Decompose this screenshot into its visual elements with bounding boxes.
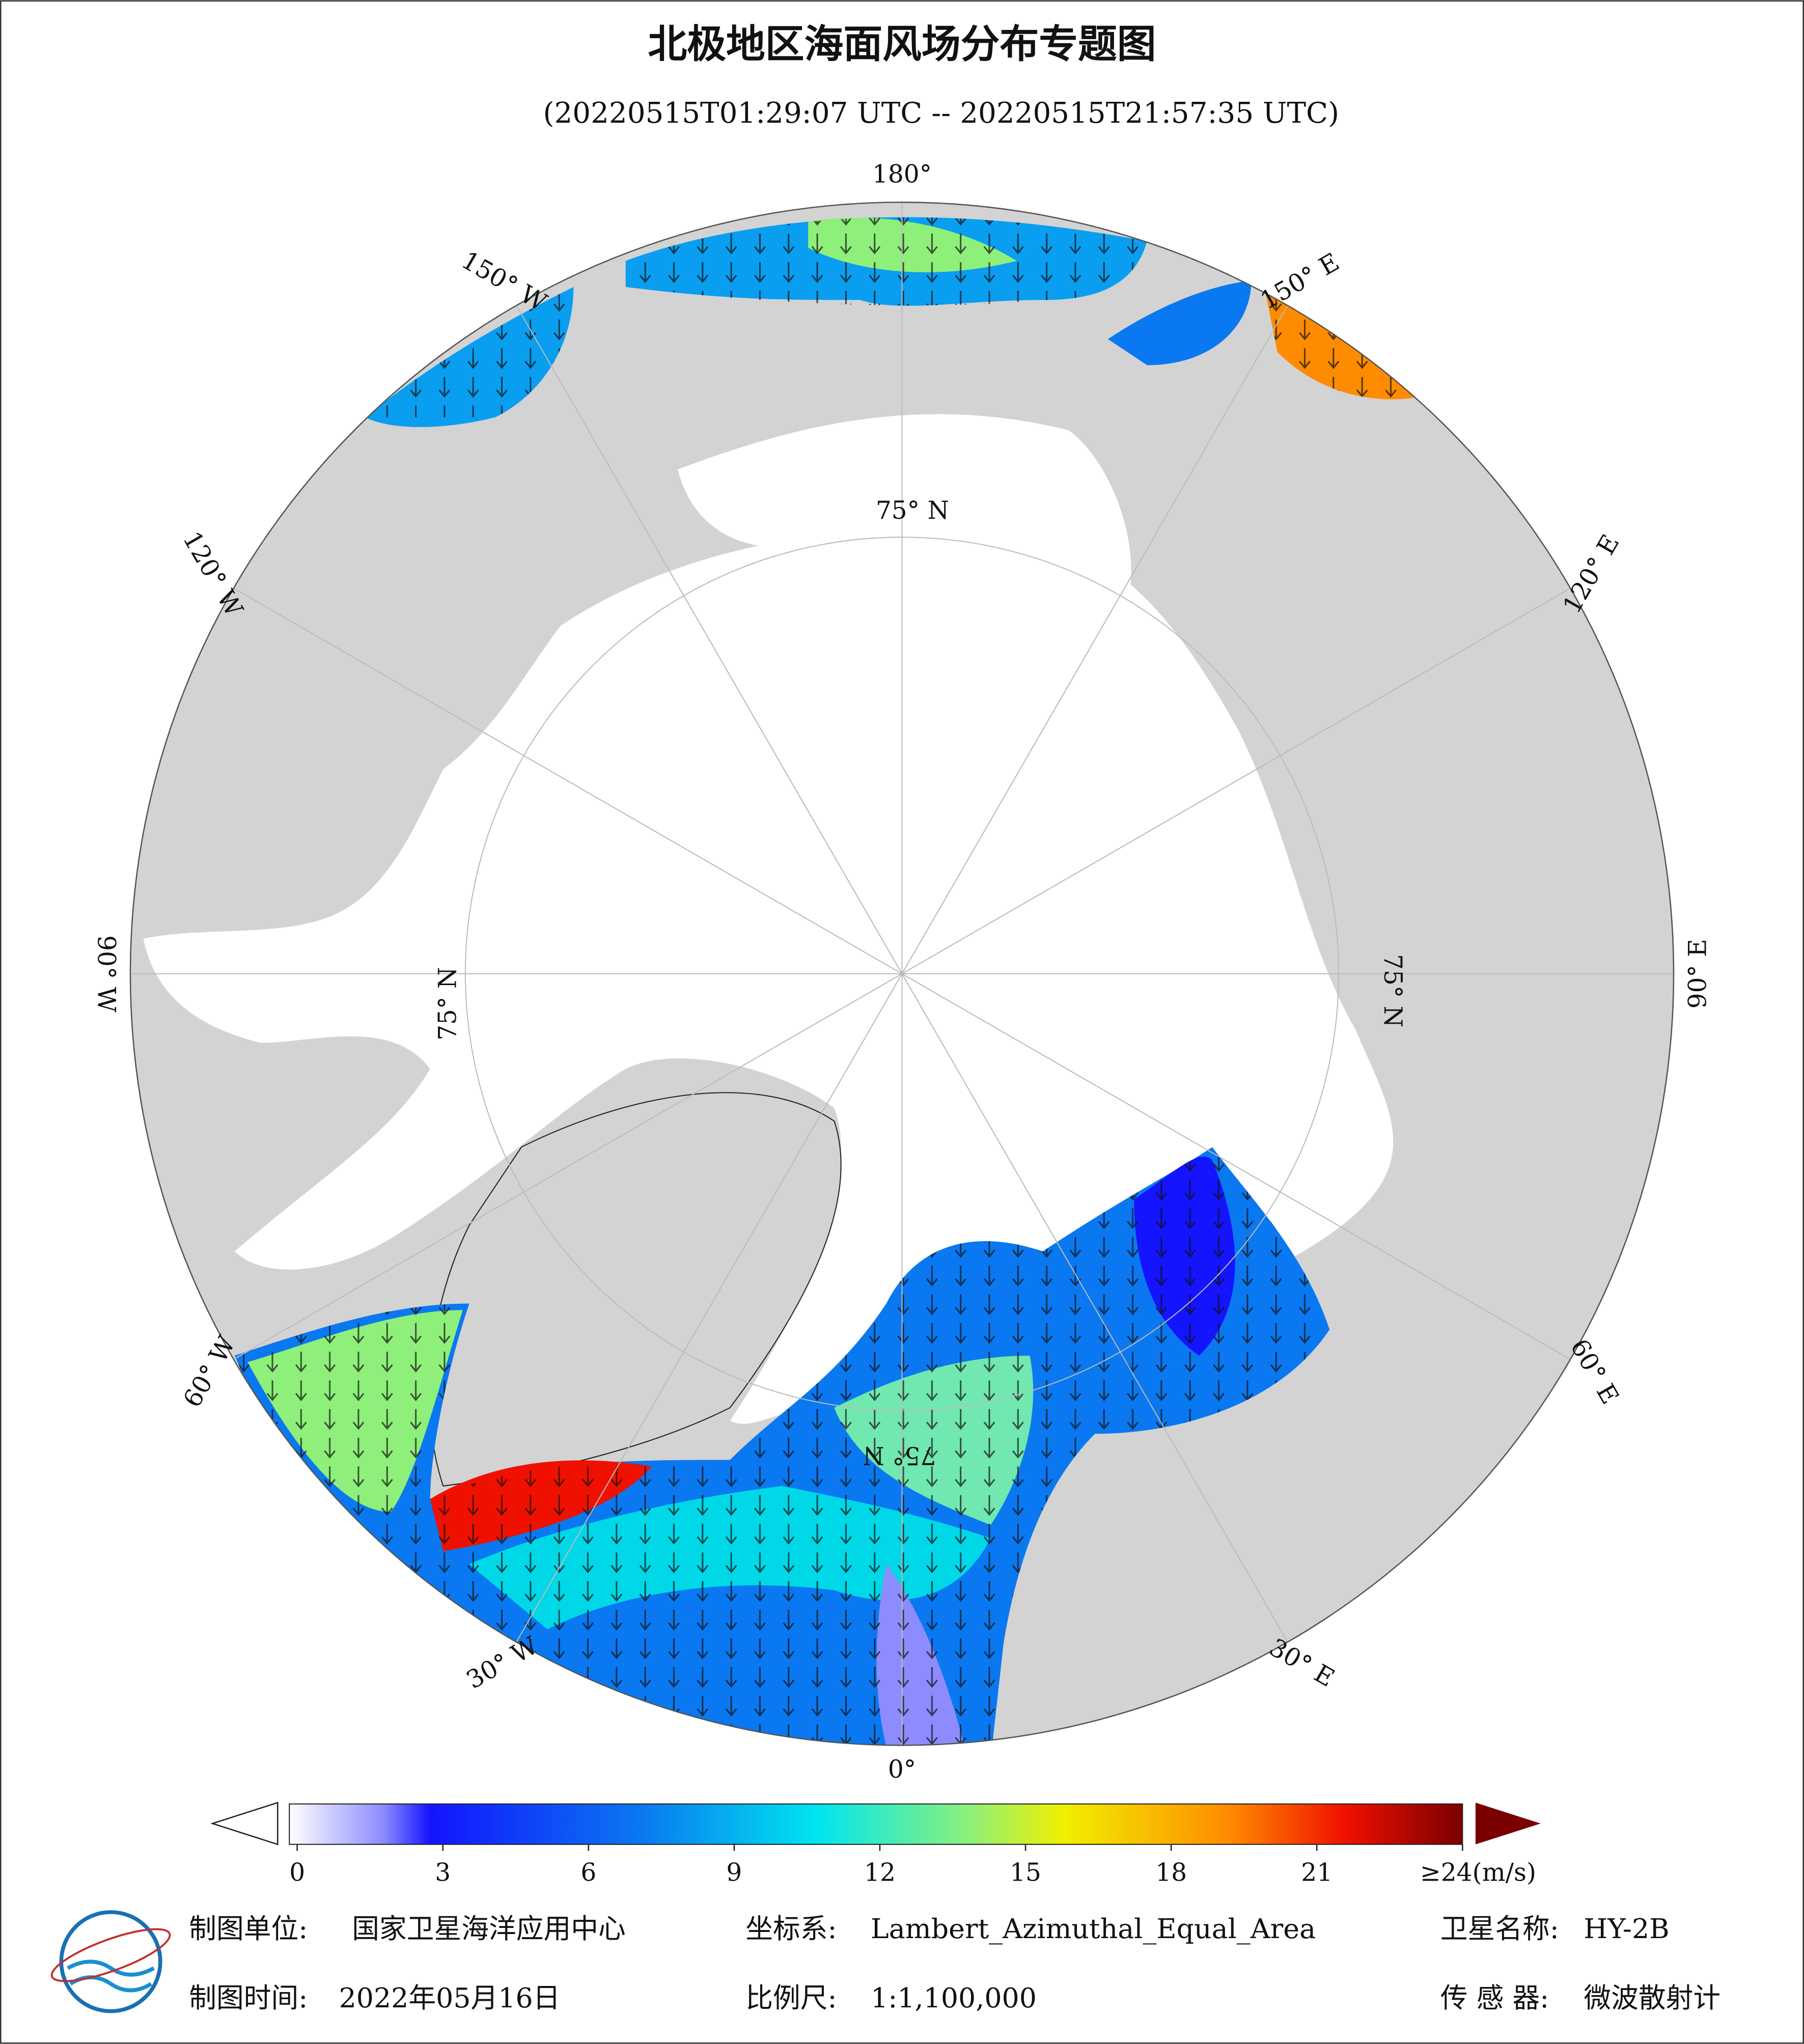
colorbar-tick-label: 3 bbox=[435, 1859, 451, 1887]
ice-ocean bbox=[143, 527, 1394, 1426]
footer-value: 1:1,100,000 bbox=[871, 1982, 1037, 2014]
graticule bbox=[130, 202, 1674, 1746]
logo bbox=[50, 1910, 171, 2013]
map-border bbox=[129, 201, 1675, 1746]
colorbar-tick-label: 6 bbox=[580, 1859, 596, 1887]
longitude-label: 90° W bbox=[92, 935, 120, 1013]
colorbar-tick-label: 21 bbox=[1301, 1859, 1333, 1887]
footer-label: 比例尺: bbox=[745, 1982, 837, 2014]
footer-label: 卫星名称: bbox=[1440, 1913, 1559, 1945]
latitude-label: 75° N bbox=[1378, 954, 1407, 1027]
footer-label: 制图单位: bbox=[189, 1913, 308, 1945]
colorbar-tick-label: 18 bbox=[1155, 1859, 1187, 1887]
colorbar-tick-label: 12 bbox=[864, 1859, 896, 1887]
footer-value: HY-2B bbox=[1584, 1913, 1669, 1945]
ice-pacific bbox=[678, 414, 1131, 613]
colorbar-tick-label: 9 bbox=[726, 1859, 742, 1887]
footer-value: Lambert_Azimuthal_Equal_Area bbox=[871, 1913, 1316, 1945]
colorbar-under bbox=[210, 1802, 279, 1845]
footer-label: 坐标系: bbox=[745, 1913, 837, 1945]
footer-value: 国家卫星海洋应用中心 bbox=[352, 1913, 626, 1945]
colorbar bbox=[210, 1802, 1541, 1845]
colorbar-tick-label: 0 bbox=[289, 1859, 305, 1887]
footer-label: 传 感 器: bbox=[1440, 1982, 1549, 2014]
longitude-label: 180° bbox=[872, 160, 932, 189]
latitude-label: 75° N bbox=[876, 496, 949, 525]
title: 北极地区海面风场分布专题图 bbox=[648, 22, 1156, 67]
longitude-label: 0° bbox=[888, 1755, 916, 1784]
colorbar-tick-label: ≥24(m/s) bbox=[1420, 1859, 1536, 1887]
subtitle: (20220515T01:29:07 UTC -- 20220515T21:57… bbox=[543, 97, 1340, 130]
latitude-label: 75° N bbox=[434, 967, 462, 1041]
longitude-label: 90° E bbox=[1684, 939, 1712, 1009]
footer-label: 制图时间: bbox=[189, 1982, 308, 2014]
latitude-label: 75° N bbox=[863, 1441, 936, 1469]
footer-value: 2022年05月16日 bbox=[339, 1982, 561, 2014]
colorbar-ramp bbox=[289, 1803, 1463, 1845]
footer-value: 微波散射计 bbox=[1584, 1982, 1720, 2014]
colorbar-over bbox=[1475, 1802, 1541, 1844]
colorbar-tick-label: 15 bbox=[1010, 1859, 1041, 1887]
